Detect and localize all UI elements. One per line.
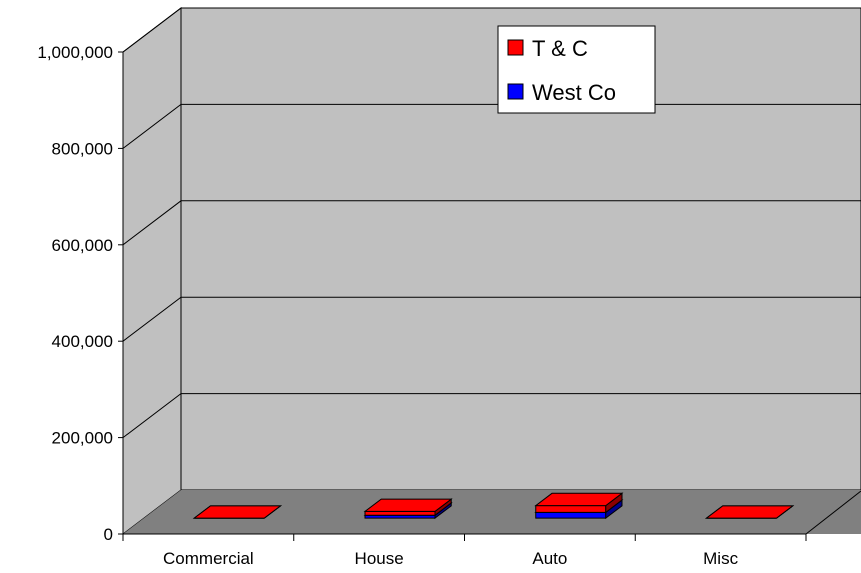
x-axis-categories: Commercial House Auto Misc — [122, 534, 807, 568]
y-tick-label: 400,000 — [52, 332, 113, 351]
legend-swatch-west-co — [507, 83, 524, 100]
bar-top-face — [363, 498, 453, 512]
y-tick-label: 1,000,000 — [37, 43, 113, 62]
chart-side-wall — [122, 6, 182, 536]
bar-top-face — [192, 505, 282, 519]
y-tick-label: 0 — [104, 525, 113, 544]
legend-label-west-co: West Co — [532, 80, 616, 105]
x-category-label: Auto — [532, 549, 567, 568]
y-tick-label: 600,000 — [52, 236, 113, 255]
bar-top-face — [534, 492, 624, 507]
bar-front-face — [535, 511, 607, 519]
bar-front-face — [535, 505, 607, 513]
gridline — [122, 7, 861, 53]
gridline — [122, 393, 861, 438]
x-category-label: Misc — [703, 549, 738, 568]
bars — [192, 492, 795, 520]
legend-label-t-and-c: T & C — [532, 36, 588, 61]
chart-floor — [123, 490, 861, 534]
y-axis-ticks: 0 200,000 400,000 600,000 800,000 1,000,000 — [37, 43, 123, 544]
legend-box — [497, 25, 656, 114]
bar-top-face — [705, 505, 795, 519]
x-category-label: House — [355, 549, 404, 568]
bar-front-face — [364, 510, 436, 516]
y-tick-label: 800,000 — [52, 139, 113, 158]
legend-swatch-t-and-c — [507, 39, 524, 56]
floor-right-edge — [805, 490, 861, 535]
gridline — [122, 200, 861, 246]
y-tick-label: 200,000 — [52, 429, 113, 448]
gridline — [122, 296, 861, 342]
x-category-label: Commercial — [163, 549, 254, 568]
legend: T & C West Co — [497, 25, 656, 114]
